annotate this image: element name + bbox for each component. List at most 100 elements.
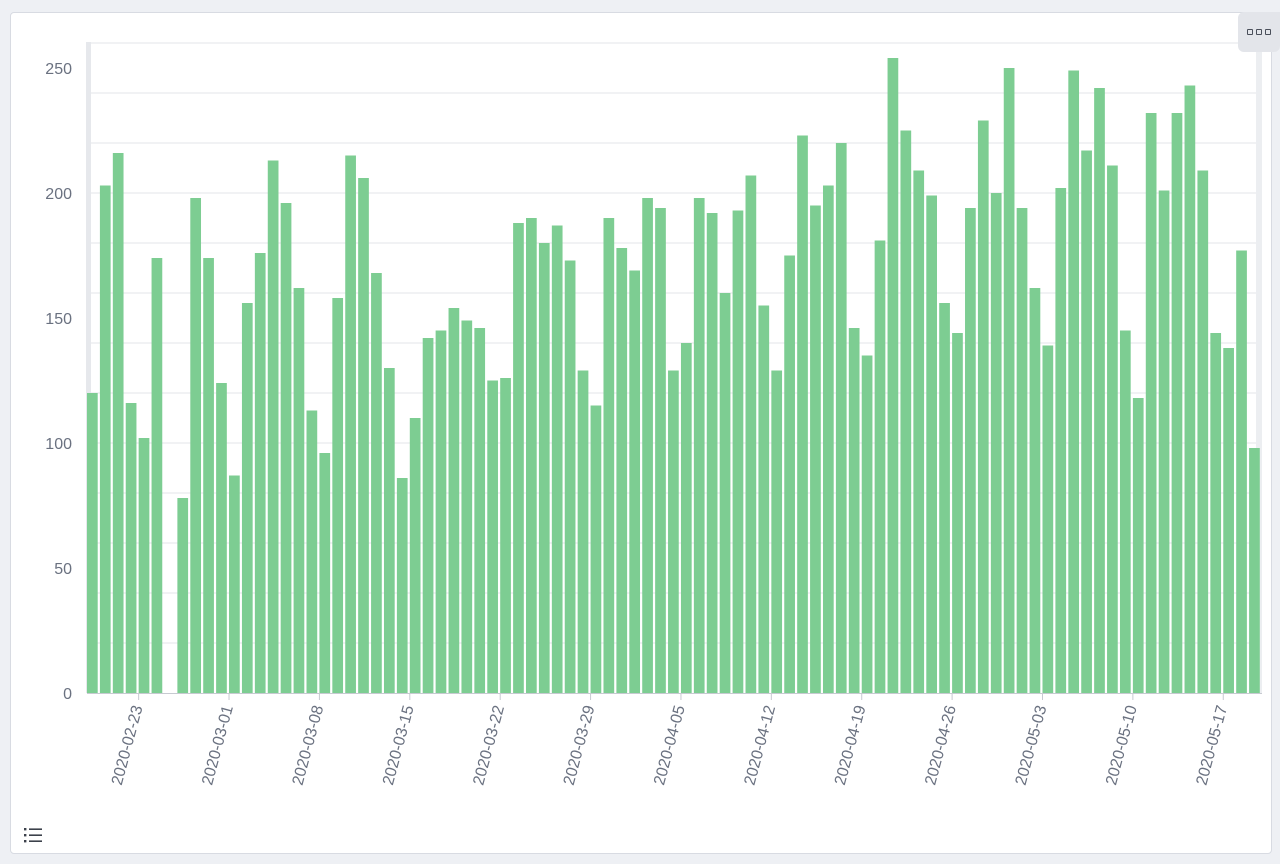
bar[interactable] <box>680 343 692 693</box>
bar[interactable] <box>887 58 899 693</box>
bar[interactable] <box>125 403 137 693</box>
bar[interactable] <box>913 170 925 694</box>
bar[interactable] <box>835 143 847 693</box>
bar[interactable] <box>693 198 705 693</box>
bar[interactable] <box>758 305 770 694</box>
bar[interactable] <box>874 240 886 694</box>
bar[interactable] <box>435 330 447 694</box>
bar[interactable] <box>965 208 976 693</box>
bar[interactable] <box>990 193 1002 693</box>
bar[interactable] <box>345 155 356 694</box>
bar[interactable] <box>500 378 511 693</box>
bar[interactable] <box>267 160 279 694</box>
bar[interactable] <box>332 298 344 693</box>
bar[interactable] <box>383 368 395 693</box>
bar[interactable] <box>900 130 912 694</box>
bar[interactable] <box>229 475 240 694</box>
bar[interactable] <box>822 185 834 694</box>
bar[interactable] <box>564 260 576 694</box>
x-tick-label: 2020-04-12 <box>742 704 780 788</box>
bar[interactable] <box>939 303 950 693</box>
bar[interactable] <box>1119 330 1131 694</box>
bar[interactable] <box>422 338 434 693</box>
bar[interactable] <box>487 380 498 694</box>
bar[interactable] <box>280 203 292 693</box>
bar[interactable] <box>551 225 563 694</box>
bar[interactable] <box>1003 68 1015 693</box>
bar[interactable] <box>784 255 795 694</box>
bar[interactable] <box>538 243 550 693</box>
bar[interactable] <box>771 370 783 694</box>
list-icon[interactable] <box>20 822 48 850</box>
right-band <box>1256 42 1262 693</box>
bar[interactable] <box>241 303 253 693</box>
bar[interactable] <box>577 370 589 694</box>
bar[interactable] <box>461 320 473 694</box>
bar[interactable] <box>526 218 537 693</box>
bar[interactable] <box>1107 165 1118 694</box>
bar[interactable] <box>448 308 460 693</box>
bar[interactable] <box>99 185 111 694</box>
bar[interactable] <box>474 328 486 693</box>
bar[interactable] <box>590 405 602 694</box>
bar[interactable] <box>87 393 98 693</box>
bar[interactable] <box>138 438 150 693</box>
bar[interactable] <box>1236 250 1247 694</box>
bar[interactable] <box>1210 333 1222 693</box>
bar[interactable] <box>926 195 937 694</box>
bar[interactable] <box>1029 288 1041 693</box>
bar[interactable] <box>112 153 124 693</box>
bar[interactable] <box>655 208 666 693</box>
bar[interactable] <box>151 258 163 693</box>
bar[interactable] <box>1197 170 1209 694</box>
bar[interactable] <box>1094 88 1105 693</box>
bar[interactable] <box>616 248 628 693</box>
bar[interactable] <box>190 198 202 693</box>
bar[interactable] <box>1016 208 1028 693</box>
x-tick-label: 2020-02-23 <box>109 704 147 788</box>
bar[interactable] <box>668 370 679 694</box>
bar[interactable] <box>409 418 421 693</box>
x-tick-label: 2020-05-03 <box>1013 704 1051 788</box>
bar[interactable] <box>706 213 718 693</box>
y-axis-band <box>86 42 91 693</box>
bar[interactable] <box>358 178 369 693</box>
bar[interactable] <box>1132 398 1144 693</box>
bar[interactable] <box>861 355 873 694</box>
bar[interactable] <box>1068 70 1080 694</box>
bar[interactable] <box>513 223 524 693</box>
bar[interactable] <box>1171 113 1183 693</box>
bar[interactable] <box>745 175 757 694</box>
bar[interactable] <box>642 198 653 693</box>
bar[interactable] <box>977 120 989 694</box>
bar[interactable] <box>848 328 860 693</box>
bar[interactable] <box>216 383 227 693</box>
bar[interactable] <box>952 333 963 693</box>
bar[interactable] <box>306 410 318 694</box>
bar[interactable] <box>319 453 331 693</box>
bar[interactable] <box>203 258 214 693</box>
x-axis: 2020-02-23 2020-03-01 2020-03-08 2020-03-15… <box>87 693 1262 787</box>
bar[interactable] <box>603 218 615 693</box>
bar[interactable] <box>1223 348 1234 693</box>
bar[interactable] <box>371 273 382 693</box>
bar[interactable] <box>1145 113 1157 693</box>
bar[interactable] <box>719 293 731 693</box>
bar[interactable] <box>1184 85 1196 694</box>
bar[interactable] <box>1158 190 1170 694</box>
bar[interactable] <box>1081 150 1092 694</box>
bar[interactable] <box>732 210 744 694</box>
y-axis: 0 50 100 150 200 250 <box>45 61 72 703</box>
bar[interactable] <box>1042 345 1054 694</box>
bar[interactable] <box>629 270 641 694</box>
bar[interactable] <box>1249 448 1260 693</box>
more-options-icon[interactable] <box>1238 12 1280 52</box>
y-tick-label: 150 <box>45 311 72 328</box>
bar[interactable] <box>177 498 189 693</box>
bar[interactable] <box>293 288 305 693</box>
bar[interactable] <box>254 253 266 693</box>
bar[interactable] <box>1055 188 1067 693</box>
bar[interactable] <box>797 135 808 694</box>
bar[interactable] <box>396 478 408 693</box>
bar[interactable] <box>810 205 821 694</box>
